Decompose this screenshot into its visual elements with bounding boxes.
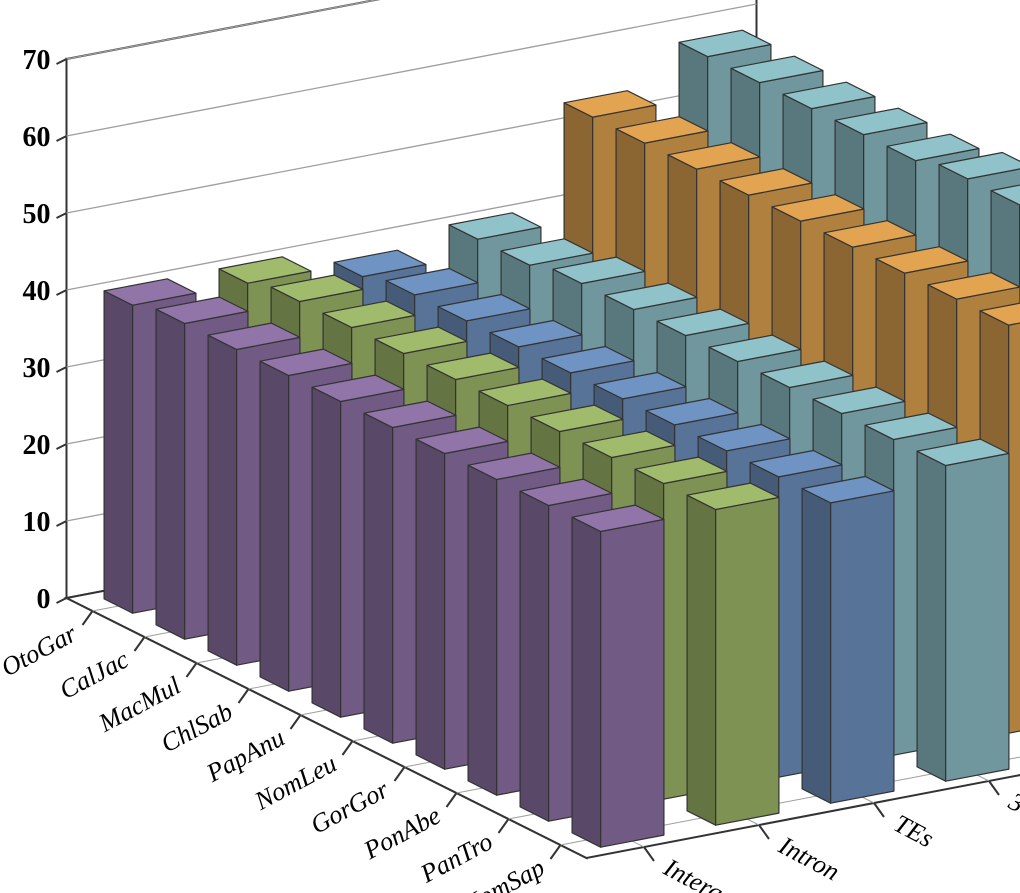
y-tick-label: 30 [23,353,51,384]
y-tick-label: 10 [23,507,51,538]
bar [802,477,894,804]
gc-content-3d-bar-chart: 010203040506070GC-content (%)OtoGarCalJa… [0,0,1020,893]
y-tick-label: 70 [23,45,51,76]
region-label: TEs [889,809,938,854]
species-label: CalJac [55,644,134,704]
bar [687,483,779,825]
region-label: 3'UTR [1003,786,1020,844]
y-tick-label: 40 [23,276,51,307]
y-tick-label: 50 [23,199,51,230]
region-label: Intron [773,830,844,886]
bar [572,505,664,847]
y-tick-label: 60 [23,122,51,153]
region-label: Intergenic [658,852,766,893]
y-tick-label: 0 [37,584,51,615]
bar [917,439,1009,781]
y-axis: 010203040506070GC-content (%) [0,45,67,615]
y-tick-label: 20 [23,430,51,461]
